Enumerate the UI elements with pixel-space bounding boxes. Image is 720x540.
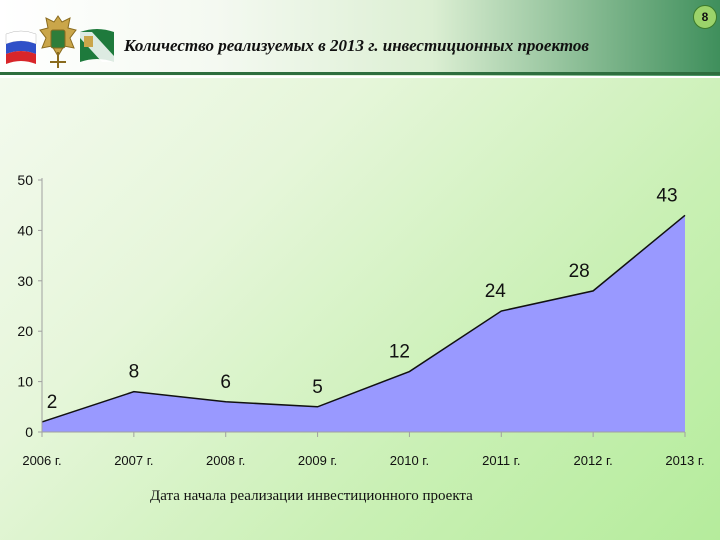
page-title: Количество реализуемых в 2013 г. инвести… xyxy=(124,36,589,55)
header-bar: Количество реализуемых в 2013 г. инвести… xyxy=(0,0,720,76)
x-tick-label: 2008 г. xyxy=(206,453,245,468)
page-number-badge: 8 xyxy=(693,5,717,29)
data-label: 24 xyxy=(485,281,507,302)
x-tick-label: 2013 г. xyxy=(665,453,704,468)
header-divider-highlight xyxy=(0,76,720,78)
data-label: 43 xyxy=(656,185,677,206)
data-label: 6 xyxy=(220,372,231,393)
data-label: 5 xyxy=(312,377,323,398)
x-tick-label: 2011 г. xyxy=(482,453,520,468)
data-label: 28 xyxy=(569,261,590,282)
x-tick-label: 2010 г. xyxy=(390,453,429,468)
y-tick-label: 20 xyxy=(17,323,33,339)
y-tick-label: 50 xyxy=(17,172,33,188)
y-tick-label: 40 xyxy=(17,222,33,238)
russian-flag-icon xyxy=(5,30,37,64)
header-divider xyxy=(0,72,720,75)
x-tick-label: 2012 г. xyxy=(573,453,612,468)
x-tick-label: 2006 г. xyxy=(22,453,61,468)
x-tick-label: 2009 г. xyxy=(298,453,337,468)
area-chart: 0 10 20 30 40 50 2006 г. 2007 г. 2008 г. 2009 г. 2… xyxy=(17,172,704,468)
chart-panel: 0 10 20 30 40 50 2006 г. 2007 г. 2008 г. 2009 г. 2… xyxy=(0,82,720,522)
customs-emblem-icon xyxy=(39,15,77,68)
x-tick-label: 2007 г. xyxy=(114,453,153,468)
x-axis-label: Дата начала реализации инвестиционного п… xyxy=(150,488,473,504)
data-label: 12 xyxy=(389,342,410,363)
data-label: 2 xyxy=(47,392,58,413)
y-tick-label: 10 xyxy=(17,374,33,390)
customs-flag-icon xyxy=(80,29,114,62)
y-tick-label: 30 xyxy=(17,273,33,289)
area-series xyxy=(42,215,685,432)
area-series-line xyxy=(41,214,686,423)
y-tick-label: 0 xyxy=(25,424,33,440)
data-label: 8 xyxy=(129,362,140,383)
